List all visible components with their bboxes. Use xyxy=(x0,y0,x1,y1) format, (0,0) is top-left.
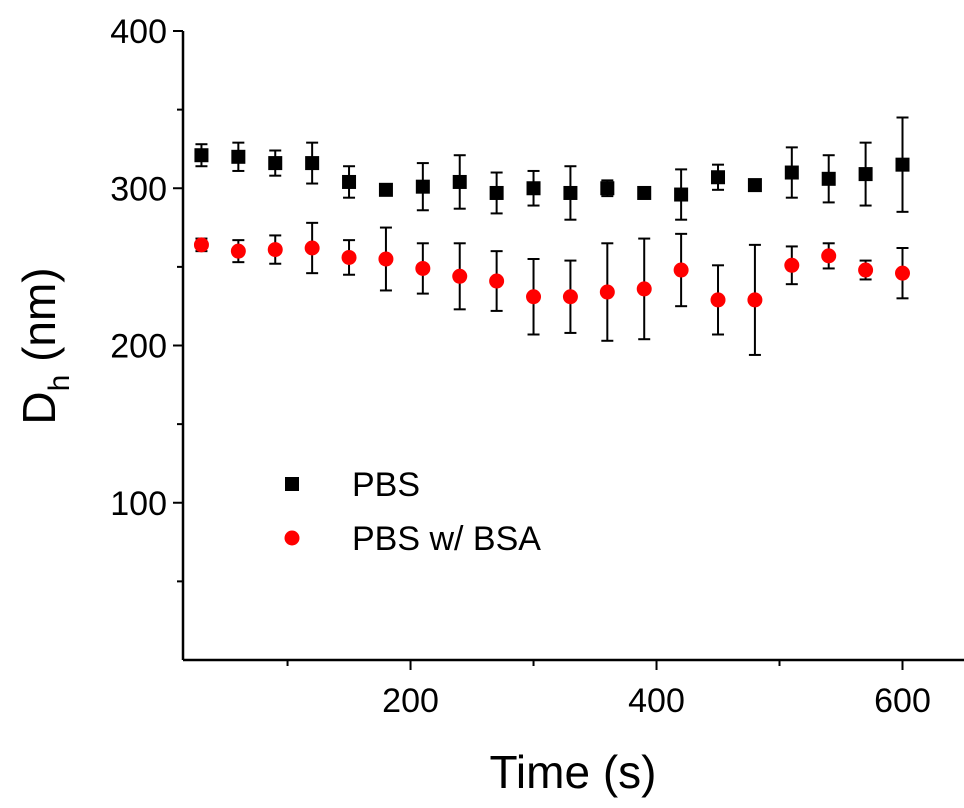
x-tick-label: 200 xyxy=(382,682,439,720)
data-point-pbs xyxy=(784,165,799,180)
markers xyxy=(193,148,911,308)
data-point-pbs xyxy=(378,182,393,197)
x-axis-title: Time (s) xyxy=(490,746,657,798)
data-point-pbs xyxy=(489,185,504,200)
y-tick-label: 400 xyxy=(110,13,167,51)
legend: PBS PBS w/ BSA xyxy=(284,466,541,558)
data-point-pbs-bsa xyxy=(489,273,505,289)
data-point-pbs-bsa xyxy=(193,237,209,253)
data-point-pbs-bsa xyxy=(378,251,394,267)
x-tick-label: 400 xyxy=(628,682,685,720)
data-point-pbs-bsa xyxy=(599,284,615,300)
legend-marker-pbs xyxy=(285,477,299,491)
axes xyxy=(181,31,964,662)
data-point-pbs xyxy=(526,181,541,196)
data-point-pbs xyxy=(858,167,873,182)
data-point-pbs xyxy=(231,149,246,164)
data-point-pbs-bsa xyxy=(267,242,283,258)
data-point-pbs-bsa xyxy=(673,262,689,278)
data-point-pbs-bsa xyxy=(304,240,320,256)
legend-label-pbs: PBS xyxy=(352,466,420,504)
y-tick-label: 100 xyxy=(110,485,167,523)
data-point-pbs-bsa xyxy=(230,243,246,259)
y-axis-title: Dh (nm) xyxy=(13,267,76,424)
data-point-pbs-bsa xyxy=(562,289,578,305)
data-point-pbs xyxy=(637,185,652,200)
data-point-pbs-bsa xyxy=(784,257,800,273)
data-point-pbs xyxy=(711,170,726,185)
data-point-pbs xyxy=(415,179,430,194)
data-point-pbs xyxy=(747,178,762,193)
data-point-pbs-bsa xyxy=(710,292,726,308)
data-point-pbs-bsa xyxy=(858,262,874,278)
data-point-pbs-bsa xyxy=(636,281,652,297)
data-point-pbs xyxy=(563,185,578,200)
x-tick-label: 600 xyxy=(874,682,931,720)
data-point-pbs xyxy=(452,174,467,189)
ticks xyxy=(173,30,904,670)
data-point-pbs-bsa xyxy=(341,249,357,265)
y-axis-title-main: D xyxy=(13,391,65,424)
legend-marker-pbs-bsa xyxy=(284,530,300,546)
data-point-pbs xyxy=(600,181,615,196)
y-axis-title-unit: (nm) xyxy=(13,267,65,374)
y-tick-label: 200 xyxy=(110,328,167,366)
data-point-pbs xyxy=(895,157,910,172)
data-point-pbs-bsa xyxy=(526,289,542,305)
data-point-pbs xyxy=(305,156,320,171)
data-point-pbs xyxy=(268,156,283,171)
data-point-pbs-bsa xyxy=(452,268,468,284)
y-tick-label: 300 xyxy=(110,170,167,208)
data-point-pbs xyxy=(674,187,689,202)
data-point-pbs xyxy=(821,171,836,186)
tick-labels: 200 400 600 100 200 300 400 xyxy=(110,13,931,720)
data-point-pbs-bsa xyxy=(747,292,763,308)
data-point-pbs xyxy=(194,148,209,163)
data-point-pbs-bsa xyxy=(821,248,837,264)
y-axis-title-subscript: h xyxy=(43,375,76,392)
legend-label-pbs-bsa: PBS w/ BSA xyxy=(352,520,541,558)
error-bars xyxy=(195,116,909,356)
data-point-pbs-bsa xyxy=(895,265,911,281)
data-point-pbs-bsa xyxy=(415,260,431,276)
data-point-pbs xyxy=(342,174,357,189)
